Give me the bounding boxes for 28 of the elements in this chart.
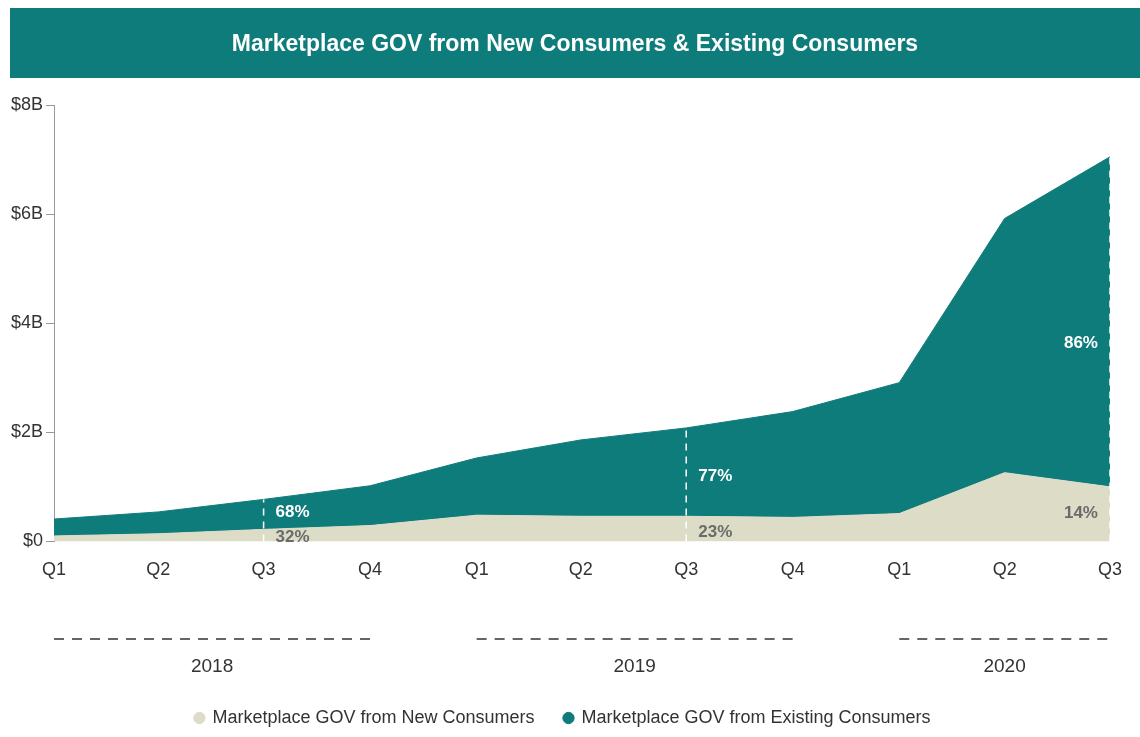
y-tick-label: $2B <box>11 421 44 442</box>
y-tick-label: $0 <box>23 530 44 551</box>
x-tick-label: Q3 <box>1097 559 1122 580</box>
chart-title: Marketplace GOV from New Consumers & Existing Consumers <box>10 8 1140 78</box>
annotation: 14% <box>1063 503 1098 523</box>
x-tick-label: Q2 <box>146 559 171 580</box>
y-tick-label: $4B <box>11 312 44 333</box>
annotation: 86% <box>1063 332 1098 352</box>
x-tick-label: Q4 <box>780 559 805 580</box>
text: 2019 <box>613 655 656 677</box>
annotation: 32% <box>275 526 310 546</box>
legend-label: Marketplace GOV from Existing Consumers <box>581 706 931 727</box>
legend-label: Marketplace GOV from New Consumers <box>212 706 535 727</box>
x-tick-label: Q1 <box>464 559 489 580</box>
y-tick-label: $8B <box>11 93 44 114</box>
x-tick-label: Q3 <box>674 559 699 580</box>
x-tick-label: Q2 <box>568 559 593 580</box>
annotation: 77% <box>698 466 733 486</box>
x-tick-label: Q3 <box>251 559 276 580</box>
x-tick-label: Q1 <box>887 559 912 580</box>
x-tick-label: Q1 <box>42 559 67 580</box>
text: 2018 <box>190 655 234 677</box>
x-tick-label: Q2 <box>992 559 1017 580</box>
y-tick-label: $6B <box>11 203 44 224</box>
annotation: 68% <box>275 501 310 521</box>
text: 2020 <box>983 655 1026 677</box>
x-tick-label: Q4 <box>358 559 383 580</box>
annotation: 23% <box>698 521 733 541</box>
